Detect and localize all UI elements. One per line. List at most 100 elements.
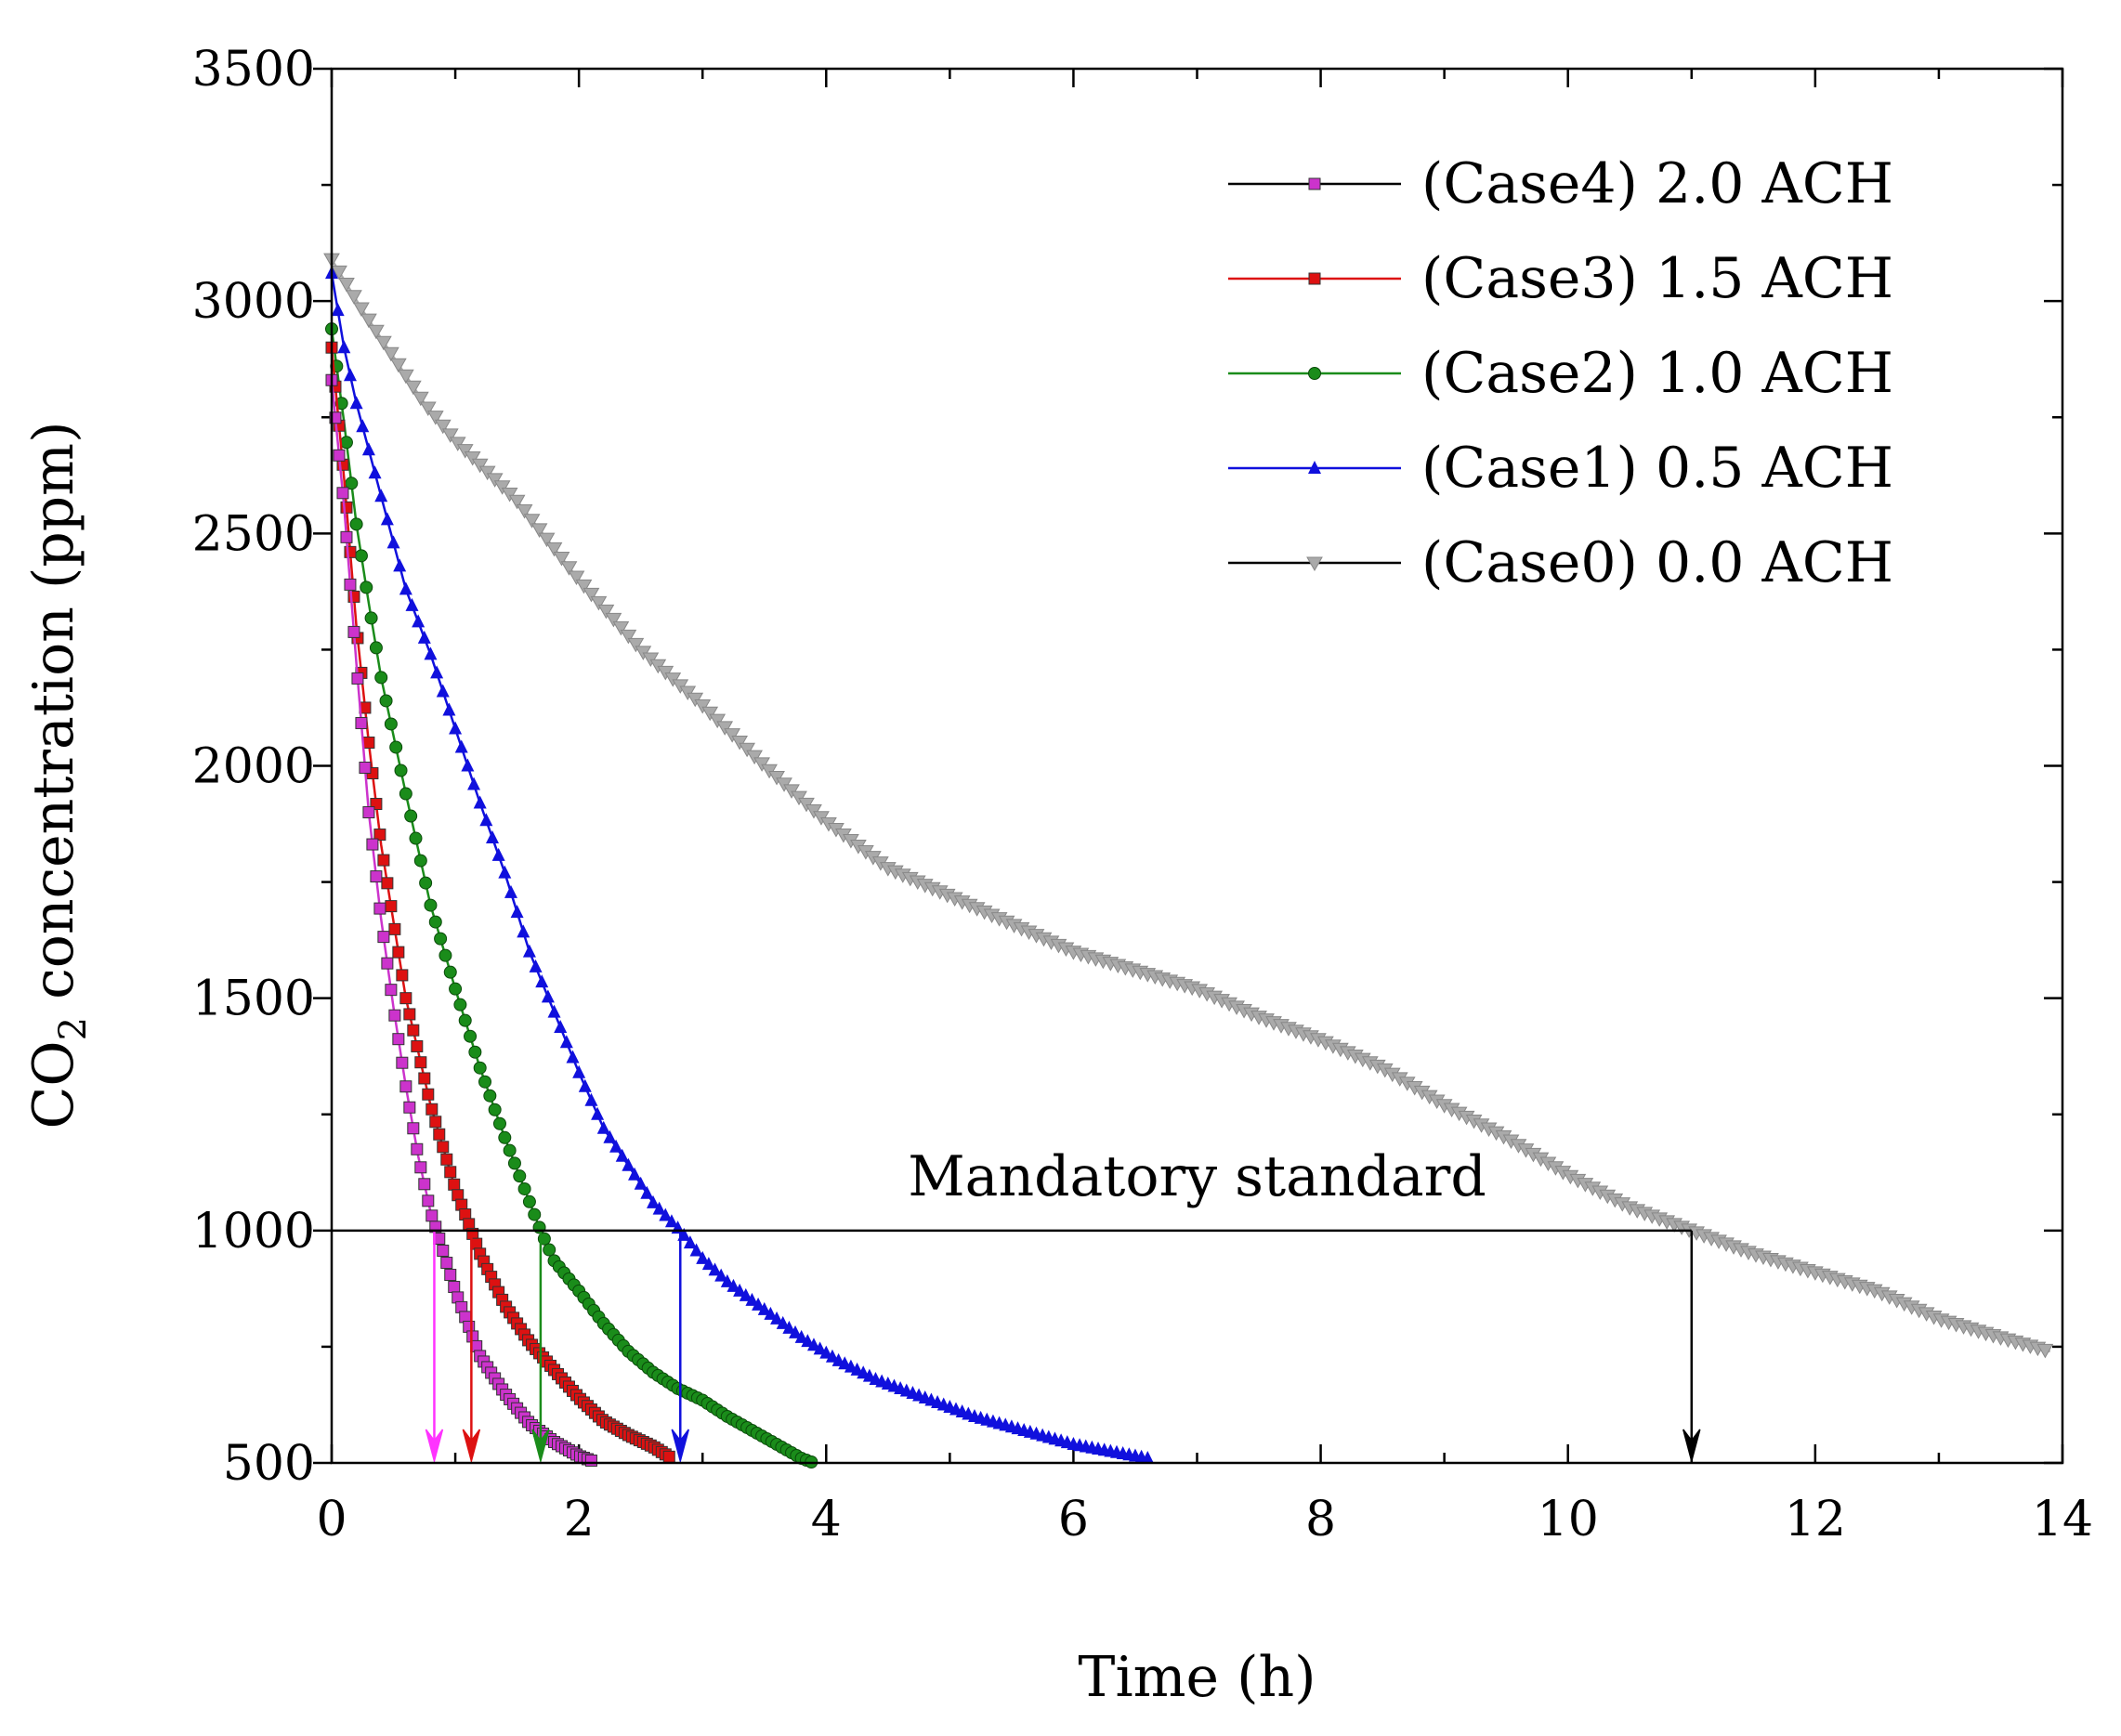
data-point — [397, 369, 414, 385]
data-point — [399, 787, 412, 801]
data-point — [399, 1080, 412, 1093]
data-point — [733, 1283, 747, 1297]
data-point — [584, 1092, 598, 1106]
data-point — [554, 1019, 568, 1033]
data-point — [393, 558, 407, 572]
data-point — [343, 368, 357, 382]
data-point — [360, 581, 373, 594]
data-point — [485, 830, 499, 844]
data-point — [331, 265, 347, 281]
data-point — [591, 1106, 605, 1120]
data-point — [333, 449, 346, 462]
data-point — [701, 706, 719, 722]
data-point — [498, 1130, 512, 1144]
data-point — [449, 982, 463, 996]
data-point — [344, 578, 357, 591]
data-point — [388, 922, 401, 935]
data-point — [396, 1056, 409, 1069]
data-point — [434, 932, 448, 946]
data-point — [513, 1169, 527, 1183]
data-point — [375, 335, 392, 351]
data-point — [538, 532, 556, 548]
data-point — [493, 480, 511, 495]
data-point — [377, 931, 390, 944]
y-tick-label: 2000 — [192, 739, 315, 795]
crossing-arrow-head — [462, 1429, 481, 1464]
data-point — [541, 989, 555, 1003]
y-tick-label: 2500 — [192, 506, 315, 562]
data-point — [696, 1250, 710, 1264]
data-point — [331, 303, 345, 317]
data-point — [385, 900, 398, 913]
data-point — [366, 838, 379, 851]
data-point — [596, 1120, 610, 1134]
legend-label: (Case3) 1.5 ACH — [1421, 246, 1893, 311]
data-point — [522, 944, 536, 958]
data-point — [448, 1178, 461, 1191]
series-case4-2-0-ach — [325, 373, 597, 1467]
data-point — [689, 1243, 703, 1257]
data-point — [583, 587, 600, 603]
annotation-layer: Mandatory standard — [332, 1144, 1692, 1233]
data-point — [334, 397, 348, 411]
x-tick-label: 2 — [564, 1492, 595, 1547]
data-point — [789, 1325, 803, 1338]
y-tick-label: 500 — [223, 1436, 315, 1492]
data-point — [517, 924, 530, 938]
data-point — [403, 1101, 416, 1114]
data-point — [646, 1194, 660, 1208]
x-axis-title: Time (h) — [1078, 1645, 1316, 1710]
data-point — [492, 1116, 506, 1130]
data-point — [2036, 1343, 2054, 1359]
crossing-arrow-head — [671, 1429, 689, 1464]
data-point — [709, 713, 727, 729]
data-point — [440, 1257, 453, 1270]
data-point — [568, 570, 585, 585]
data-point — [379, 694, 393, 708]
data-point — [418, 1178, 431, 1191]
legend-label: (Case0) 0.0 ACH — [1421, 530, 1893, 595]
plot-frame — [330, 67, 2064, 1465]
data-point — [664, 1214, 678, 1228]
data-point — [368, 324, 385, 340]
data-point — [430, 665, 444, 679]
data-point — [339, 436, 353, 450]
data-point — [440, 1153, 453, 1166]
legend-marker — [1306, 556, 1323, 572]
data-point — [361, 442, 375, 456]
data-point — [634, 1176, 648, 1190]
data-point — [368, 465, 382, 479]
series-case0-0-0-ach — [323, 253, 2054, 1359]
data-point — [776, 1315, 790, 1329]
legend-item: (Case3) 1.5 ACH — [1228, 246, 1893, 311]
data-point — [575, 579, 593, 594]
data-point — [417, 630, 431, 644]
data-point — [483, 1089, 497, 1103]
data-point — [597, 604, 615, 620]
data-point — [488, 1103, 502, 1116]
data-point — [716, 721, 734, 736]
data-point — [516, 504, 533, 519]
data-point — [422, 1194, 435, 1207]
data-point — [590, 595, 608, 611]
data-point — [380, 512, 394, 526]
data-point — [609, 1139, 623, 1153]
data-point — [454, 739, 468, 753]
data-point — [605, 612, 622, 628]
data-point — [442, 702, 456, 716]
data-point — [628, 1167, 642, 1181]
data-point — [479, 813, 493, 827]
data-point — [444, 1269, 457, 1282]
data-point — [399, 992, 412, 1005]
data-point — [746, 750, 763, 765]
data-point — [424, 898, 438, 912]
data-point — [338, 278, 355, 293]
data-point — [473, 1061, 487, 1075]
data-point — [418, 1072, 431, 1085]
data-point — [369, 641, 383, 655]
data-point — [349, 396, 363, 410]
data-point — [640, 1185, 654, 1199]
data-point — [362, 736, 375, 749]
data-point — [782, 1320, 796, 1334]
